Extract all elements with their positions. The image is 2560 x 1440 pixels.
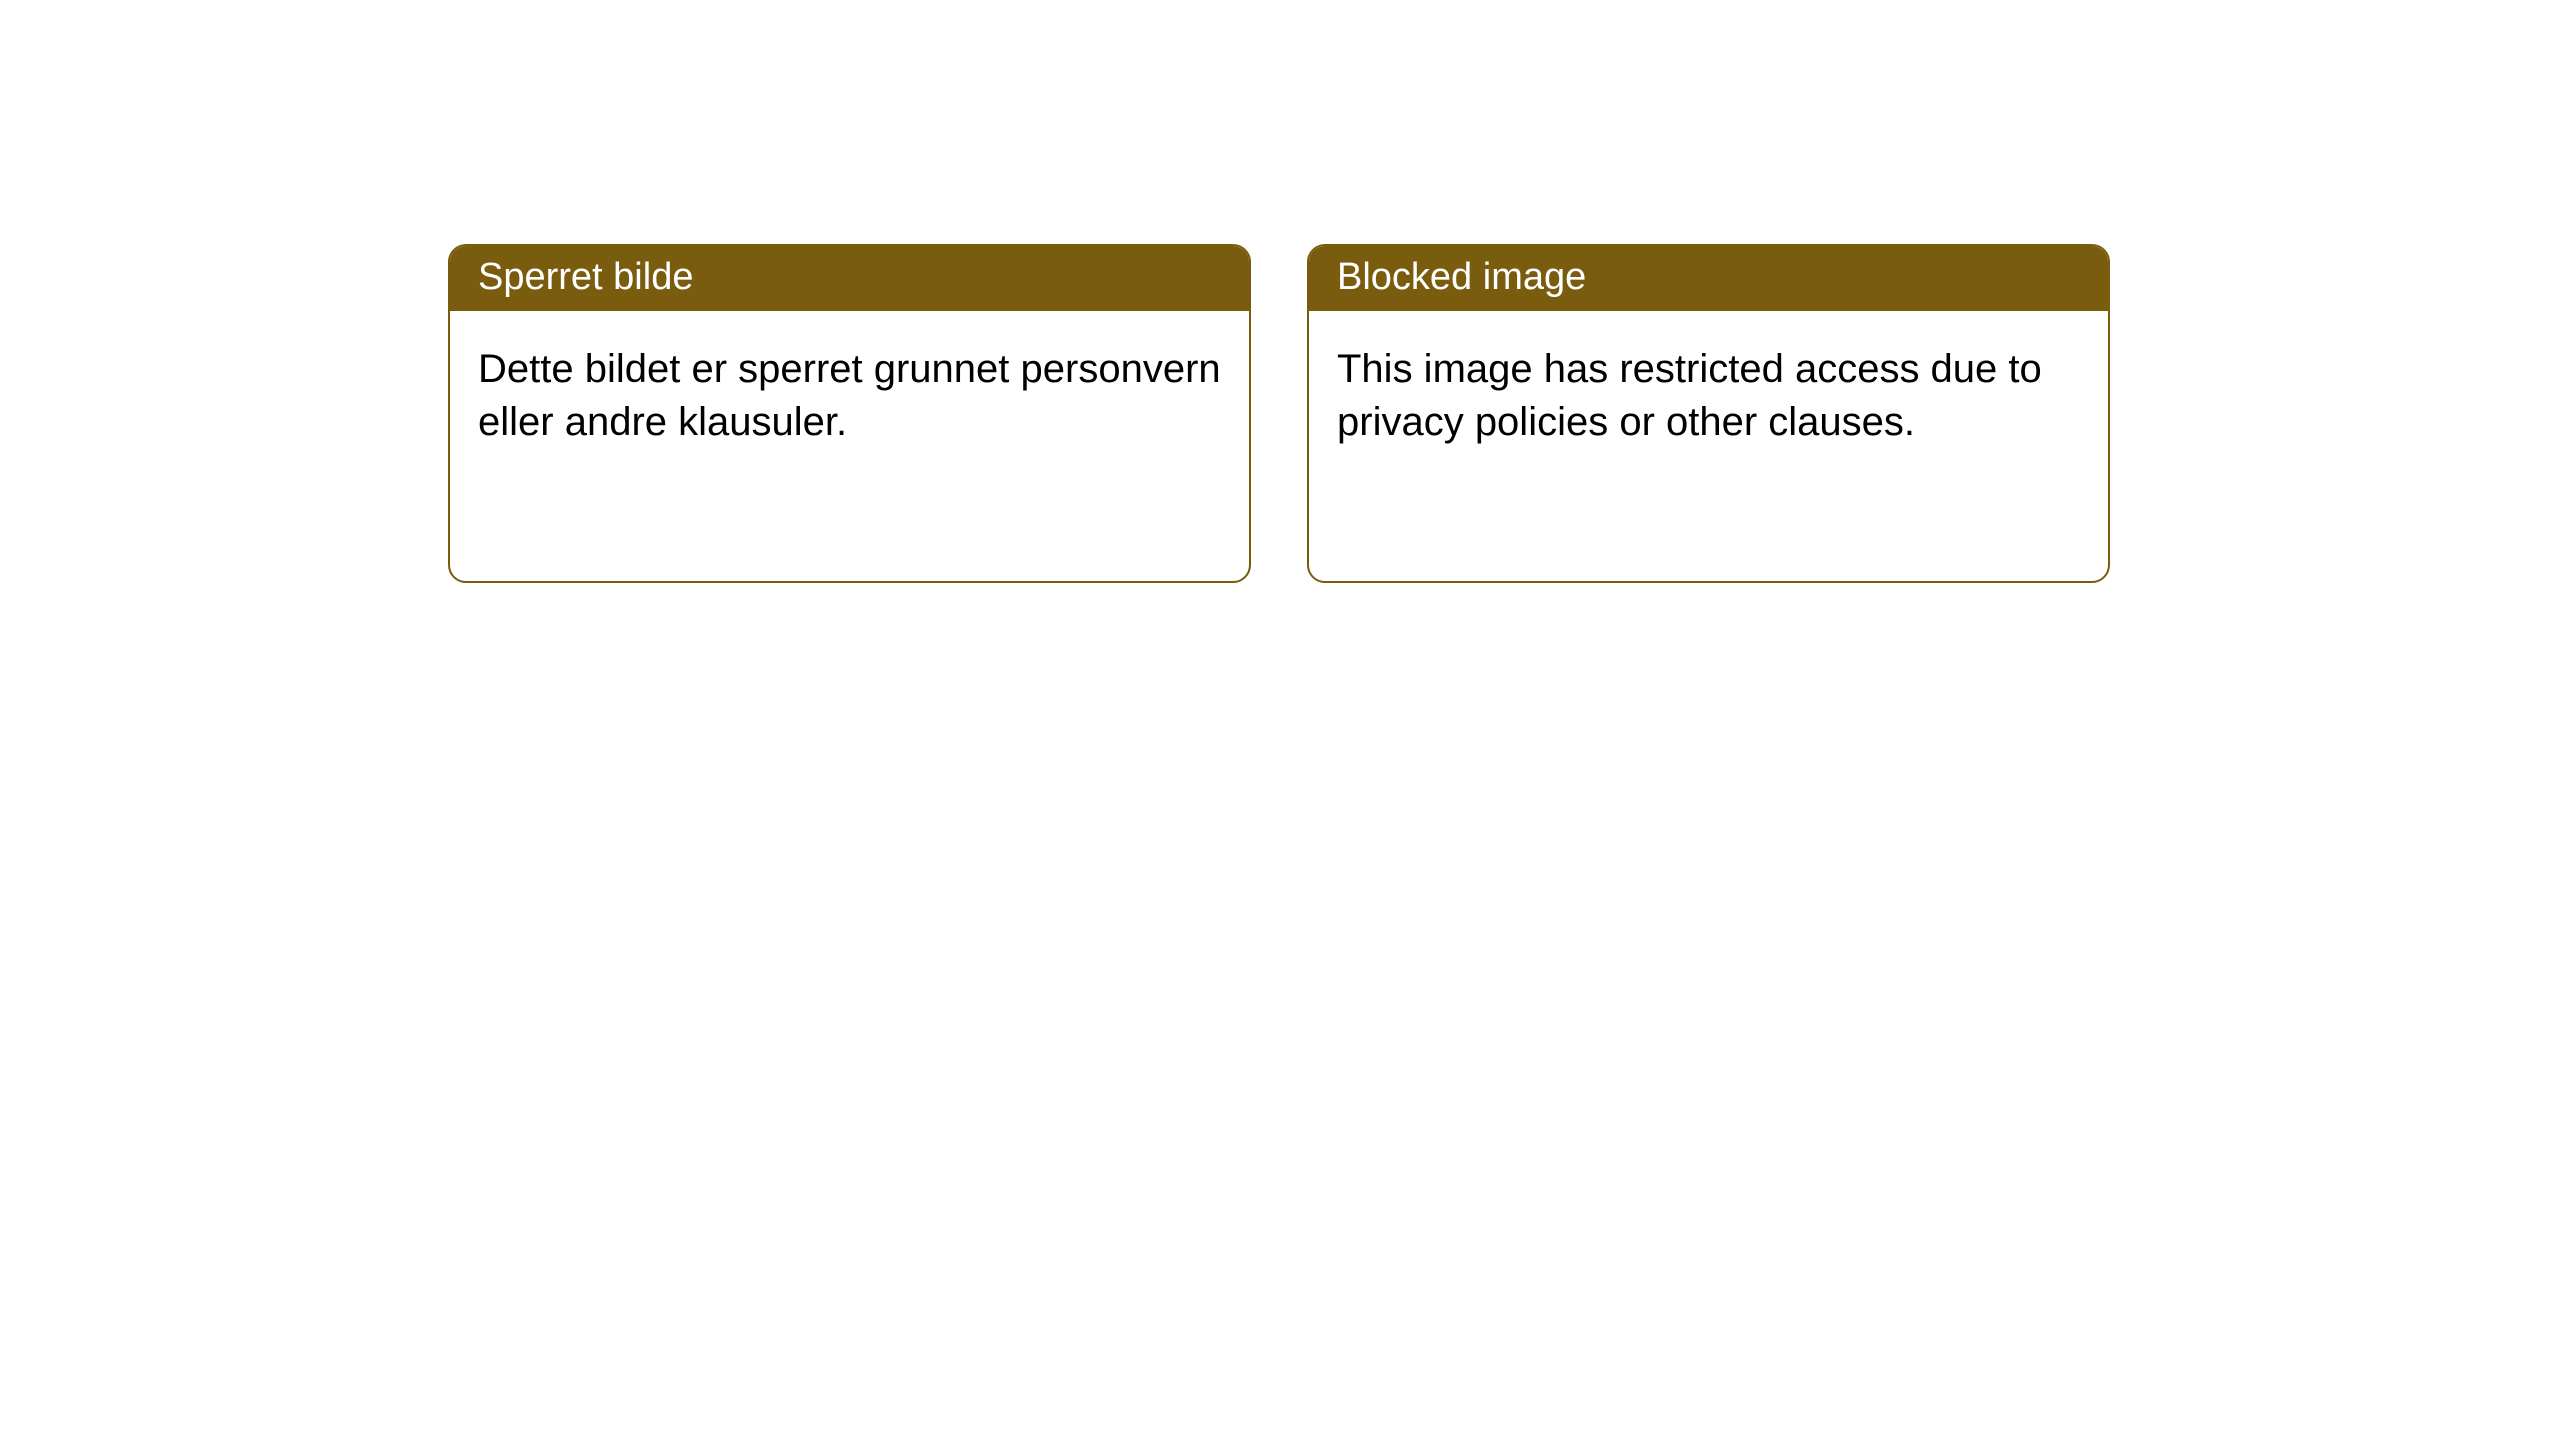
notice-card-body: This image has restricted access due to … [1309, 311, 2108, 581]
notice-card-title: Blocked image [1309, 246, 2108, 311]
notice-card-body: Dette bildet er sperret grunnet personve… [450, 311, 1249, 581]
notice-card-title: Sperret bilde [450, 246, 1249, 311]
notice-card-english: Blocked image This image has restricted … [1307, 244, 2110, 583]
notice-card-norwegian: Sperret bilde Dette bildet er sperret gr… [448, 244, 1251, 583]
notice-cards-container: Sperret bilde Dette bildet er sperret gr… [448, 244, 2110, 583]
